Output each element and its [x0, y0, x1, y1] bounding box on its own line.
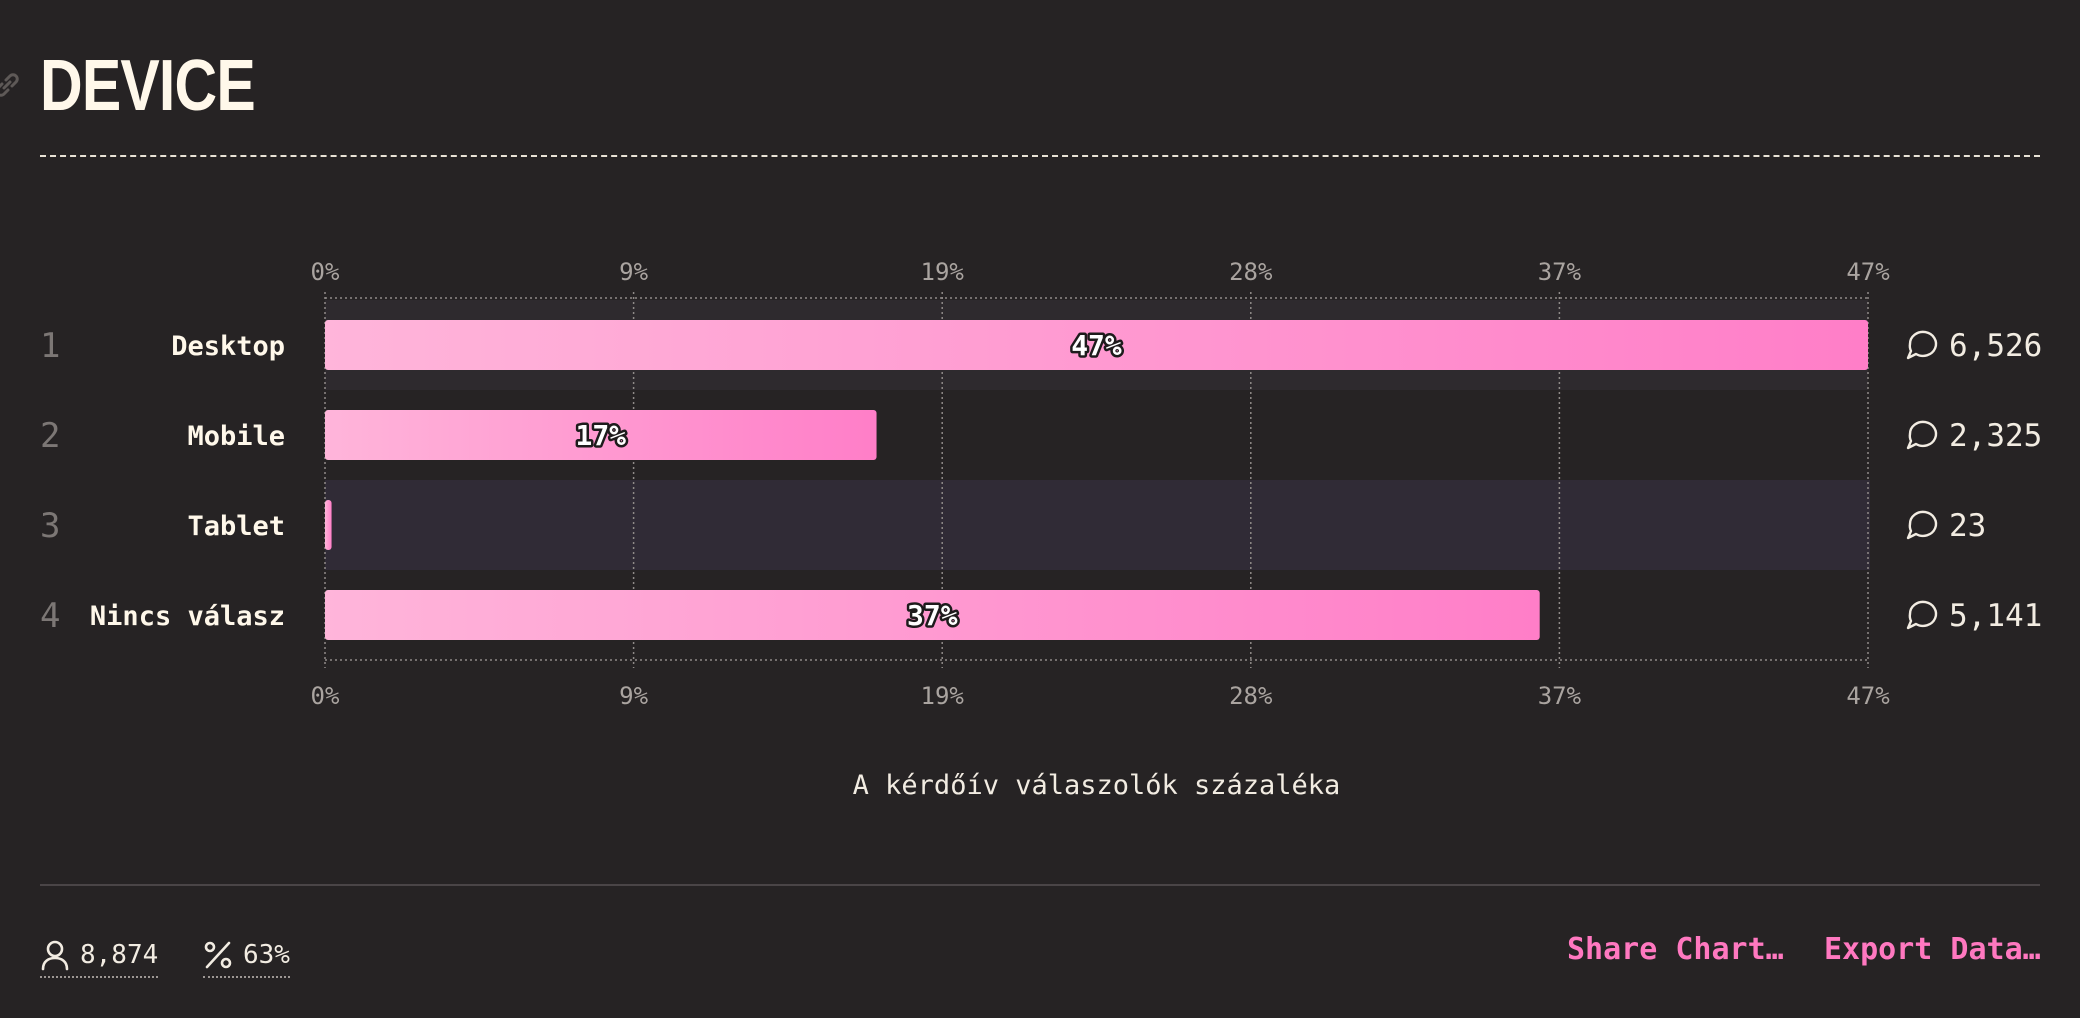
- tick-label-top: 47%: [1846, 258, 1890, 286]
- response-count: 2,325: [1949, 418, 2042, 454]
- category-label: Nincs válasz: [90, 601, 285, 632]
- response-count: 5,141: [1949, 598, 2042, 634]
- bar-value-label: 17%: [575, 419, 626, 452]
- bar-value-label: 47%: [1071, 329, 1122, 362]
- title-divider: [40, 155, 2040, 157]
- comment-icon: [1906, 510, 1938, 540]
- tick-label-top: 19%: [921, 258, 965, 286]
- tick-label-top: 0%: [311, 258, 340, 286]
- comment-icon: [1906, 330, 1938, 360]
- tick-label-bottom: 28%: [1229, 682, 1273, 710]
- tick-label-top: 9%: [619, 258, 648, 286]
- person-icon: [41, 940, 69, 971]
- category-label: Desktop: [171, 331, 285, 362]
- category-label: Tablet: [187, 511, 285, 542]
- respondents-count: 8,874: [80, 940, 159, 970]
- response-count: 6,526: [1949, 328, 2042, 364]
- bar: [325, 500, 332, 550]
- link-icon[interactable]: [0, 70, 22, 100]
- percentage-stat[interactable]: 63%: [203, 934, 290, 978]
- tick-label-top: 28%: [1229, 258, 1273, 286]
- row-rank: 4: [40, 596, 60, 636]
- percent-icon: [204, 941, 232, 969]
- respondents-stat[interactable]: 8,874: [40, 934, 159, 978]
- response-count: 23: [1949, 508, 1986, 544]
- bar: [325, 320, 1868, 370]
- tick-label-top: 37%: [1538, 258, 1582, 286]
- tick-label-bottom: 19%: [921, 682, 965, 710]
- bar: [325, 590, 1540, 640]
- bar: [325, 410, 877, 460]
- category-label: Mobile: [187, 421, 285, 452]
- tick-label-bottom: 9%: [619, 682, 648, 710]
- row-rank: 2: [40, 416, 60, 456]
- x-axis-label: A kérdőív válaszolók százaléka: [853, 770, 1341, 801]
- percentage-value: 63%: [243, 940, 290, 970]
- tick-label-bottom: 0%: [311, 682, 340, 710]
- comment-icon: [1906, 600, 1938, 630]
- comment-icon: [1906, 420, 1938, 450]
- bar-value-label: 37%: [907, 599, 958, 632]
- share-chart-button[interactable]: Share Chart…: [1567, 932, 1784, 967]
- chart-title: DEVICE: [40, 46, 256, 126]
- export-data-button[interactable]: Export Data…: [1824, 932, 2041, 967]
- tick-label-bottom: 37%: [1538, 682, 1582, 710]
- row-rank: 1: [40, 326, 60, 366]
- row-band: [325, 480, 1870, 570]
- tick-label-bottom: 47%: [1846, 682, 1890, 710]
- row-rank: 3: [40, 506, 60, 546]
- footer-divider: [40, 884, 2040, 886]
